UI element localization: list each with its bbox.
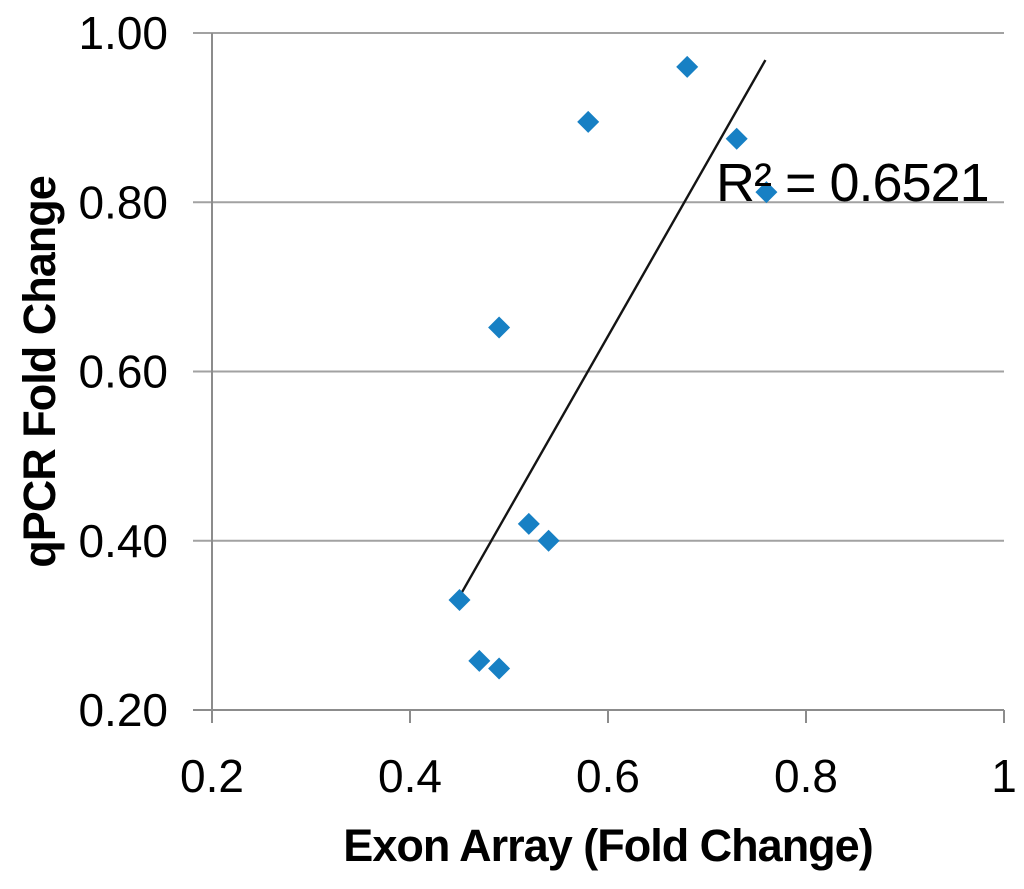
y-tick-label: 1.00 xyxy=(78,7,168,59)
x-tick-label: 0.8 xyxy=(774,750,838,802)
y-tick-label: 0.60 xyxy=(78,346,168,398)
data-point-diamond xyxy=(488,316,511,339)
data-point-diamond xyxy=(537,529,560,552)
y-axis-title: qPCR Fold Change xyxy=(14,176,65,568)
data-point-diamond xyxy=(488,657,511,680)
data-point-diamond xyxy=(577,110,600,133)
trendline xyxy=(457,59,767,599)
x-tick-label: 0.2 xyxy=(180,750,244,802)
y-tick-label: 0.20 xyxy=(78,684,168,736)
x-tick-label: 1 xyxy=(991,750,1017,802)
y-tick-label: 0.80 xyxy=(78,176,168,228)
data-point-diamond xyxy=(725,127,748,150)
data-point-diamond xyxy=(468,649,491,672)
data-point-diamond xyxy=(448,588,471,611)
x-axis-title: Exon Array (Fold Change) xyxy=(343,820,873,871)
y-tick-label: 0.40 xyxy=(78,515,168,567)
data-point-diamond xyxy=(755,181,778,204)
r-squared-annotation: R² = 0.6521 xyxy=(716,153,990,213)
data-point-diamond xyxy=(676,55,699,78)
x-tick-label: 0.6 xyxy=(576,750,640,802)
x-tick-label: 0.4 xyxy=(378,750,442,802)
data-point-diamond xyxy=(517,512,540,535)
